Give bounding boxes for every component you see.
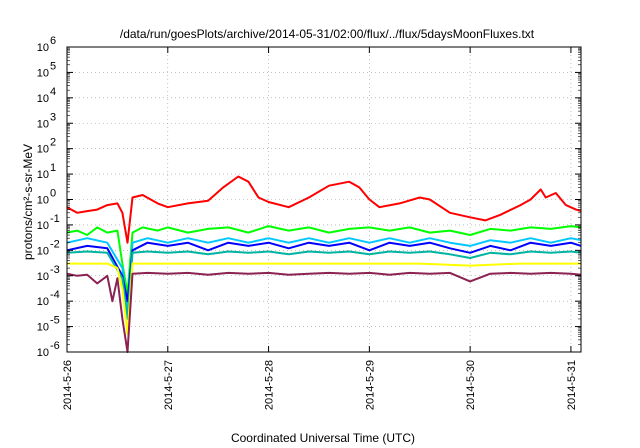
y-tick-label: 10	[37, 118, 49, 130]
y-tick-exponent: -1	[50, 213, 60, 225]
y-tick-exponent: 1	[50, 162, 56, 174]
y-tick-exponent: -2	[50, 238, 60, 250]
y-axis: 10-610-510-410-310-210-11001011021031041…	[37, 35, 581, 359]
series-line-1	[66, 225, 582, 295]
x-axis-label: Coordinated Universal Time (UTC)	[231, 431, 415, 445]
y-tick-exponent: -4	[50, 289, 60, 301]
y-tick-exponent: 2	[50, 137, 56, 149]
x-tick-label: 2014-5-29	[364, 360, 376, 410]
y-tick-label: 10	[37, 169, 49, 181]
x-axis: 2014-5-26 2014-5-27 2014-5-28 2014-5-29 2014…	[62, 47, 578, 410]
series-line-6	[66, 271, 582, 353]
y-tick-label: 10	[37, 271, 49, 283]
x-tick-label: 2014-5-26	[62, 360, 74, 410]
y-tick-label: 10	[37, 67, 49, 79]
grid	[67, 47, 581, 352]
y-tick-label: 10	[37, 296, 49, 308]
y-tick-exponent: 0	[50, 188, 56, 200]
series-line-0	[66, 175, 582, 244]
y-tick-exponent: -3	[50, 264, 60, 276]
series-line-5	[67, 262, 581, 336]
chart-title: /data/run/goesPlots/archive/2014-05-31/0…	[120, 27, 535, 41]
y-tick-exponent: -5	[50, 315, 60, 327]
series-line-4	[66, 250, 582, 320]
y-tick-exponent: -6	[50, 340, 60, 352]
y-tick-label: 10	[37, 220, 49, 232]
y-tick-exponent: 6	[50, 35, 56, 47]
y-tick-label: 10	[37, 93, 49, 105]
y-tick-label: 10	[37, 144, 49, 156]
y-tick-label: 10	[37, 322, 49, 334]
y-tick-label: 10	[37, 42, 49, 54]
y-tick-exponent: 4	[50, 86, 56, 98]
y-tick-label: 10	[37, 245, 49, 257]
series-group	[66, 175, 582, 353]
y-axis-label: protons/cm²-s-sr-MeV	[21, 144, 35, 260]
y-tick-exponent: 3	[50, 111, 56, 123]
x-tick-label: 2014-5-28	[264, 360, 276, 410]
y-tick-exponent: 5	[50, 60, 56, 72]
y-tick-label: 10	[37, 195, 49, 207]
x-tick-label: 2014-5-27	[163, 360, 175, 410]
y-tick-label: 10	[37, 347, 49, 359]
x-tick-label: 2014-5-30	[465, 360, 477, 410]
x-tick-label: 2014-5-31	[566, 360, 578, 410]
